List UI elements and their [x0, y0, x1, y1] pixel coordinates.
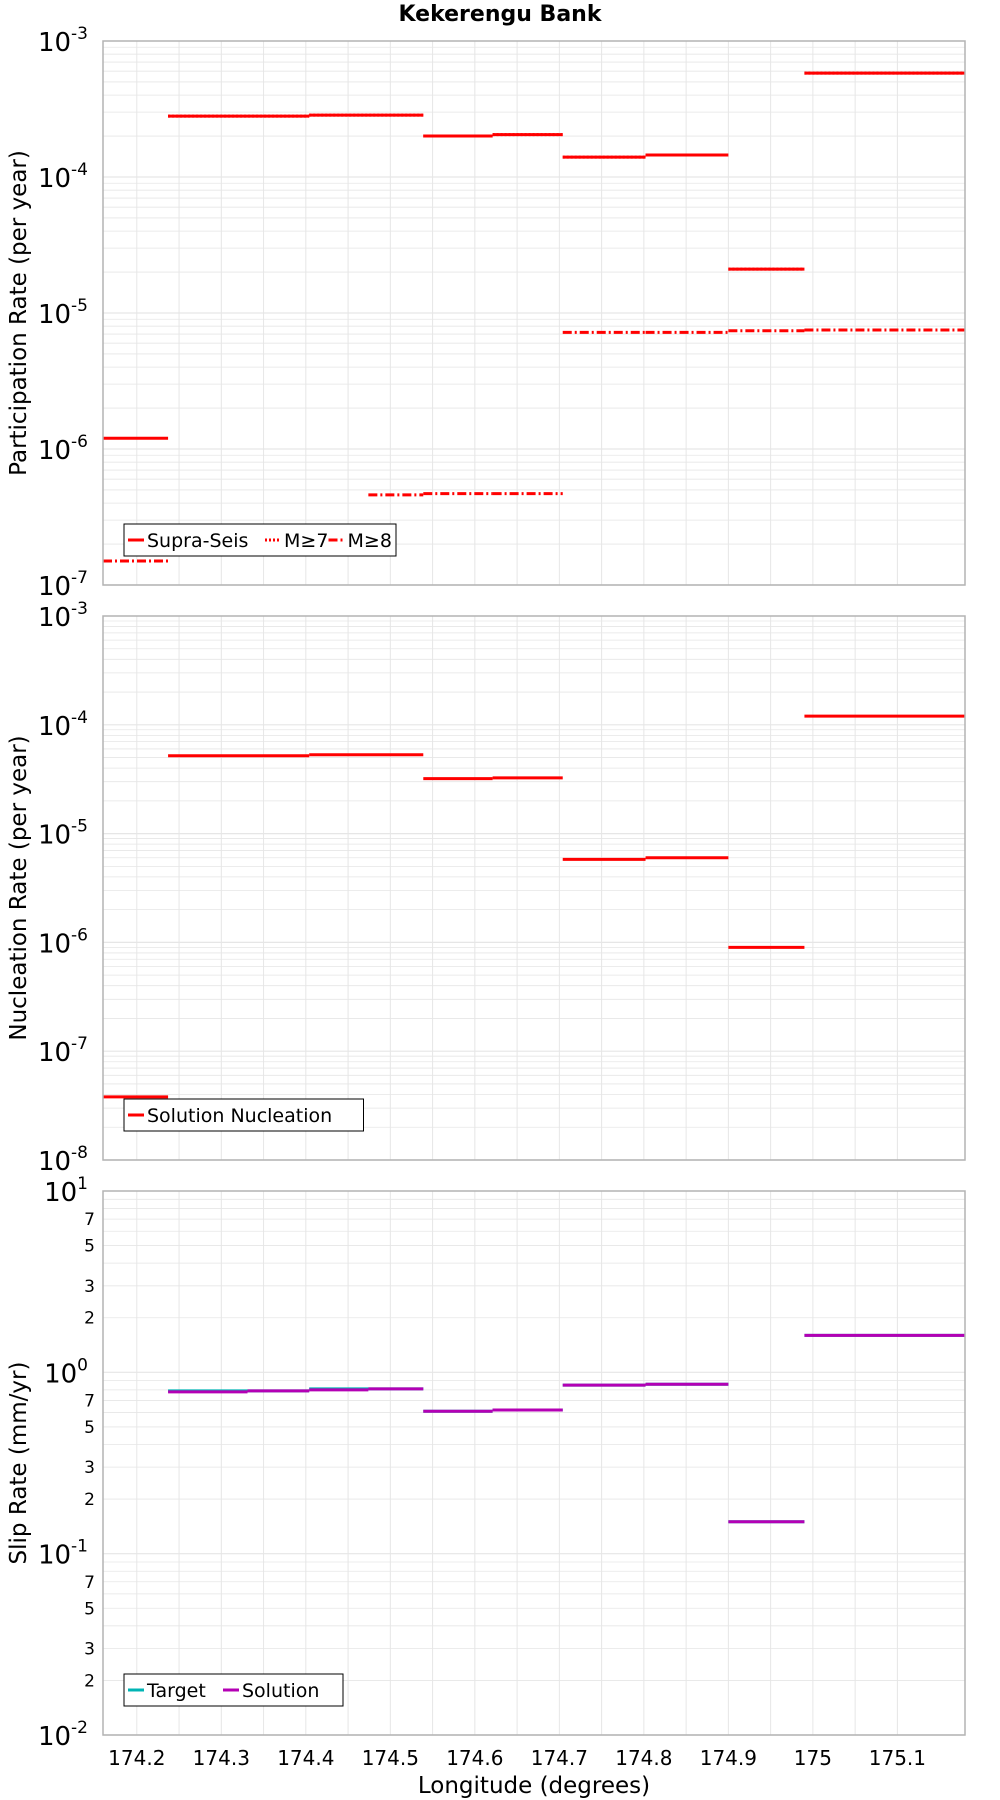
- x-tick-label: 174.3: [193, 1746, 250, 1770]
- legend: Supra-Seis M≥7 M≥8: [123, 523, 397, 557]
- plot-area: [103, 616, 965, 1160]
- y-minor-tick-label: 2: [84, 1309, 95, 1329]
- y-tick-label: 10-7: [38, 568, 88, 602]
- panel-2: 10-8 10-7 10-6 10-5 10-4 10-3 Nucleation Rate …: [6, 599, 966, 1177]
- y-minor-tick-label: 3: [84, 1458, 95, 1478]
- y-tick-label: 10-6: [38, 925, 88, 959]
- legend-label: M≥8: [348, 530, 392, 552]
- x-tick-label: 174.4: [277, 1746, 334, 1770]
- y-axis-label: Nucleation Rate (per year): [6, 735, 32, 1040]
- y-tick-label: 10-7: [38, 1034, 88, 1068]
- series-m-8: [103, 328, 965, 563]
- y-tick-label: 10-8: [38, 1143, 88, 1177]
- y-minor-tick-label: 3: [84, 1277, 95, 1297]
- series-solution: [168, 1333, 965, 1524]
- y-minor-tick-label: 5: [84, 1599, 95, 1619]
- y-minor-tick-label: 7: [84, 1573, 95, 1593]
- y-minor-tick-label: 7: [84, 1391, 95, 1411]
- y-axis-label: Participation Rate (per year): [6, 150, 32, 476]
- y-minor-tick-label: 2: [84, 1490, 95, 1510]
- x-tick-label: 174.8: [615, 1746, 672, 1770]
- panel-3: 10-2 10-1 100 101 2 3 5 7 2 3 5 7 2 3 5 7 Slip Rate (mm/…: [6, 1174, 966, 1752]
- series-m-7: [168, 71, 965, 271]
- y-tick-label: 10-4: [38, 160, 88, 194]
- x-tick-label: 174.5: [362, 1746, 419, 1770]
- chart-title: Kekerengu Bank: [398, 2, 602, 27]
- x-tick-label: 174.7: [531, 1746, 588, 1770]
- y-axis-label: Slip Rate (mm/yr): [6, 1362, 32, 1565]
- y-tick-label: 10-5: [38, 296, 88, 330]
- y-tick-label: 10-4: [38, 708, 88, 742]
- x-axis-label: Longitude (degrees): [418, 1773, 650, 1799]
- y-minor-tick-label: 2: [84, 1671, 95, 1691]
- legend: Solution Nucleation: [123, 1098, 364, 1132]
- legend-label: Solution Nucleation: [147, 1105, 332, 1127]
- legend-label: Supra-Seis: [147, 530, 248, 552]
- y-tick-label: 10-3: [38, 24, 88, 58]
- y-minor-tick-label: 5: [84, 1237, 95, 1257]
- legend: Target Solution: [123, 1673, 344, 1707]
- y-tick-label: 10-2: [38, 1718, 88, 1752]
- panel-1: 10-7 10-6 10-5 10-4 10-3 Participation Rate (…: [6, 24, 966, 602]
- legend-box: [123, 1098, 364, 1132]
- legend-box: [123, 523, 397, 557]
- y-tick-label: 10-1: [38, 1537, 88, 1571]
- plot-frame: [102, 1190, 966, 1736]
- x-tick-label: 174.9: [700, 1746, 757, 1770]
- legend-label: M≥7: [284, 530, 328, 552]
- plot-frame: [102, 615, 966, 1161]
- x-tick-label: 175: [794, 1746, 832, 1770]
- legend-label: Target: [146, 1680, 206, 1702]
- y-tick-label: 101: [44, 1174, 88, 1208]
- y-tick-label: 10-5: [38, 817, 88, 851]
- plot-frame: [102, 40, 966, 586]
- x-tick-label: 174.6: [446, 1746, 503, 1770]
- y-minor-tick-label: 3: [84, 1639, 95, 1659]
- series-solution-nucleation: [103, 714, 965, 1099]
- legend-label: Solution: [242, 1680, 319, 1702]
- x-tick-label: 175.1: [869, 1746, 926, 1770]
- x-tick-label: 174.2: [108, 1746, 165, 1770]
- plot-area: [103, 1191, 965, 1735]
- y-minor-tick-label: 7: [84, 1210, 95, 1230]
- y-tick-label: 10-3: [38, 599, 88, 633]
- y-tick-label: 100: [44, 1355, 88, 1389]
- y-minor-tick-label: 5: [84, 1418, 95, 1438]
- y-tick-label: 10-6: [38, 432, 88, 466]
